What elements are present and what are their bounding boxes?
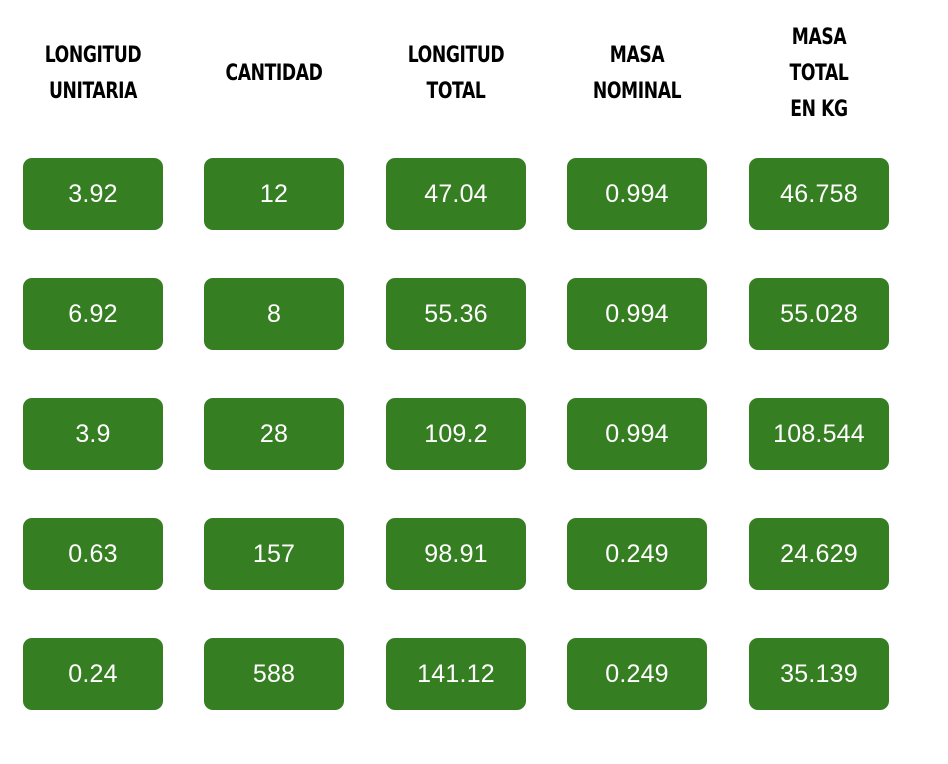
cell-longitud-total-row-3: 109.2 xyxy=(386,398,526,470)
cell-masa-total-kg-row-2: 55.028 xyxy=(749,278,889,350)
value-grid: 3.92 12 47.04 0.994 46.758 6.92 8 55.36 0.994 55.… xyxy=(23,158,889,710)
cell-longitud-total-row-4: 98.91 xyxy=(386,518,526,590)
header-longitud-total: LONGITUD TOTAL xyxy=(407,43,505,104)
header-masa-total-kg: MASA TOTAL EN KG xyxy=(789,25,849,122)
header-cantidad: CANTIDAD xyxy=(225,61,323,86)
cell-masa-nominal-row-4: 0.249 xyxy=(567,518,707,590)
cell-cantidad-row-3: 28 xyxy=(204,398,344,470)
cell-longitud-total-row-2: 55.36 xyxy=(386,278,526,350)
cell-cantidad-row-1: 12 xyxy=(204,158,344,230)
cell-longitud-unitaria-row-5: 0.24 xyxy=(23,638,163,710)
cell-cantidad-row-4: 157 xyxy=(204,518,344,590)
cell-masa-nominal-row-1: 0.994 xyxy=(567,158,707,230)
cell-masa-nominal-row-3: 0.994 xyxy=(567,398,707,470)
cell-masa-nominal-row-2: 0.994 xyxy=(567,278,707,350)
table-header-row: LONGITUD UNITARIA CANTIDAD LONGITUD TOTA… xyxy=(23,0,889,140)
cell-longitud-total-row-1: 47.04 xyxy=(386,158,526,230)
cell-masa-total-kg-row-4: 24.629 xyxy=(749,518,889,590)
cell-longitud-unitaria-row-1: 3.92 xyxy=(23,158,163,230)
cell-longitud-unitaria-row-4: 0.63 xyxy=(23,518,163,590)
cell-longitud-unitaria-row-2: 6.92 xyxy=(23,278,163,350)
cell-masa-total-kg-row-1: 46.758 xyxy=(749,158,889,230)
cell-longitud-total-row-5: 141.12 xyxy=(386,638,526,710)
header-longitud-unitaria: LONGITUD UNITARIA xyxy=(44,43,142,104)
cell-cantidad-row-5: 588 xyxy=(204,638,344,710)
cell-longitud-unitaria-row-3: 3.9 xyxy=(23,398,163,470)
cell-masa-nominal-row-5: 0.249 xyxy=(567,638,707,710)
header-masa-nominal: MASA NOMINAL xyxy=(592,43,682,104)
cell-masa-total-kg-row-3: 108.544 xyxy=(749,398,889,470)
cell-masa-total-kg-row-5: 35.139 xyxy=(749,638,889,710)
cell-cantidad-row-2: 8 xyxy=(204,278,344,350)
